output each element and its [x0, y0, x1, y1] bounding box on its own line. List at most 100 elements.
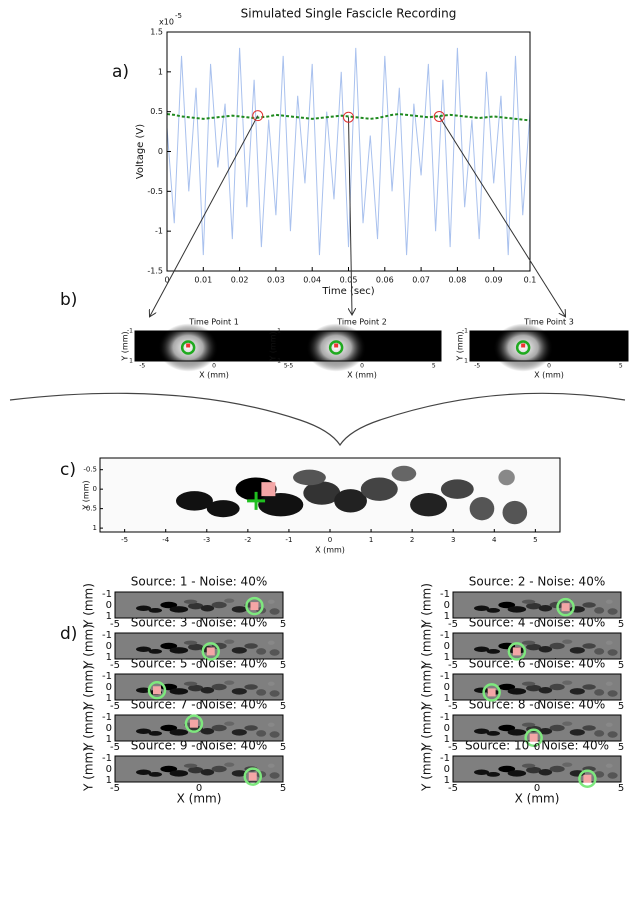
fascicle — [148, 649, 163, 654]
fascicle — [562, 680, 573, 685]
fascicle — [526, 766, 542, 774]
x-tick-label: 0 — [534, 619, 540, 630]
y-tick-label: 0 — [106, 723, 112, 734]
fascicle — [148, 608, 163, 613]
fascicle — [169, 647, 189, 654]
fascicle — [183, 640, 198, 645]
fascicle — [521, 599, 536, 604]
source — [561, 603, 570, 612]
fascicle — [607, 772, 618, 779]
fascicle — [538, 687, 553, 694]
fascicle — [391, 465, 417, 482]
x-tick-label: 0 — [196, 742, 202, 753]
fascicle — [582, 602, 596, 608]
fascicle — [136, 687, 152, 693]
y-tick-label: -1 — [155, 227, 163, 236]
y-axis-label: Y (mm) — [82, 624, 96, 669]
x-tick-label: -4 — [162, 536, 170, 544]
x-axis-label: Time (sec) — [321, 286, 374, 297]
plot-title: Source: 5 - Noise: 40% — [131, 657, 267, 671]
fascicle — [605, 599, 613, 604]
y-axis-label: Y (mm) — [420, 706, 434, 751]
fascicle — [224, 721, 235, 726]
fascicle — [183, 681, 198, 686]
fascicle — [594, 689, 605, 696]
x-tick-label: 0 — [196, 783, 202, 794]
fascicle — [256, 689, 267, 696]
x-tick-label: -5 — [474, 363, 480, 370]
fascicle — [549, 642, 565, 650]
y-tick-label: 1 — [444, 734, 450, 745]
x-tick-label: 5 — [619, 363, 623, 370]
fascicle — [607, 731, 618, 738]
fascicle — [521, 640, 536, 645]
x-tick-label: 0.06 — [376, 276, 394, 285]
x-tick-label: 0.02 — [231, 276, 249, 285]
fascicle — [160, 601, 178, 609]
y-tick-label: 1 — [93, 524, 97, 532]
fascicle — [582, 725, 596, 731]
y-tick-label: 0 — [444, 723, 450, 734]
fascicle — [211, 683, 227, 691]
fascicle — [183, 599, 198, 604]
fascicle — [303, 481, 341, 505]
x-tick-label: -5 — [448, 619, 458, 630]
fascicle — [169, 770, 189, 777]
fascicle — [334, 489, 367, 513]
estimate — [180, 340, 196, 355]
fascicle — [148, 731, 163, 736]
source — [521, 343, 526, 348]
fascicle — [569, 688, 585, 695]
y-axis-label: Y (mm) — [420, 624, 434, 669]
source — [487, 688, 496, 697]
fascicle — [526, 684, 542, 692]
y-tick-label: -1 — [440, 712, 450, 723]
x-tick-label: 0.05 — [340, 276, 358, 285]
fascicle — [231, 729, 247, 736]
fascicle — [256, 730, 267, 737]
x-tick-label: 0 — [534, 701, 540, 712]
estimate — [556, 597, 575, 617]
plot-title: Source: 10 - Noise: 40% — [465, 739, 609, 753]
panel-title: Time Point 2 — [336, 318, 387, 327]
fascicle — [507, 729, 527, 736]
plot-title: Source: 3 - Noise: 40% — [131, 616, 267, 630]
x-tick-label: 0.09 — [485, 276, 503, 285]
y-tick-label: -1 — [102, 712, 112, 723]
y-tick-label: -1.5 — [147, 267, 163, 276]
y-tick-label: 0 — [106, 600, 112, 611]
fascicle — [200, 728, 215, 735]
fascicle — [183, 763, 198, 768]
fascicle — [360, 477, 398, 501]
fascicle — [206, 500, 240, 518]
fascicle — [521, 722, 536, 727]
x-axis-label: X (mm) — [177, 792, 222, 806]
fascicle — [526, 643, 542, 651]
fascicle — [269, 608, 280, 615]
y-axis-label: Y (mm) — [456, 331, 465, 361]
fascicle — [607, 690, 618, 697]
fascicle — [224, 639, 235, 644]
estimate — [482, 683, 501, 702]
y-axis-label: Y (mm) — [420, 665, 434, 710]
y-tick-label: 1 — [106, 652, 112, 663]
estimate — [507, 642, 527, 661]
source — [248, 772, 257, 781]
y-tick-label: -1 — [102, 671, 112, 682]
fascicle — [486, 731, 501, 736]
x-tick-label: -1 — [285, 536, 292, 544]
fascicle — [526, 602, 542, 610]
x-tick-label: 5 — [618, 701, 624, 712]
y-axis-label: Y (mm) — [121, 331, 130, 361]
x-tick-label: 5 — [280, 701, 286, 712]
x-tick-label: 0.04 — [303, 276, 321, 285]
fascicle — [136, 728, 152, 734]
arrow — [349, 117, 353, 314]
brace — [9, 392, 626, 447]
fascicle — [502, 500, 528, 525]
chart-title: Simulated Single Fascicle Recording — [241, 7, 457, 21]
y-tick-label: -1 — [102, 630, 112, 641]
panel-title: Time Point 1 — [188, 318, 239, 327]
fascicle — [200, 605, 215, 612]
x-tick-label: 5 — [280, 660, 286, 671]
